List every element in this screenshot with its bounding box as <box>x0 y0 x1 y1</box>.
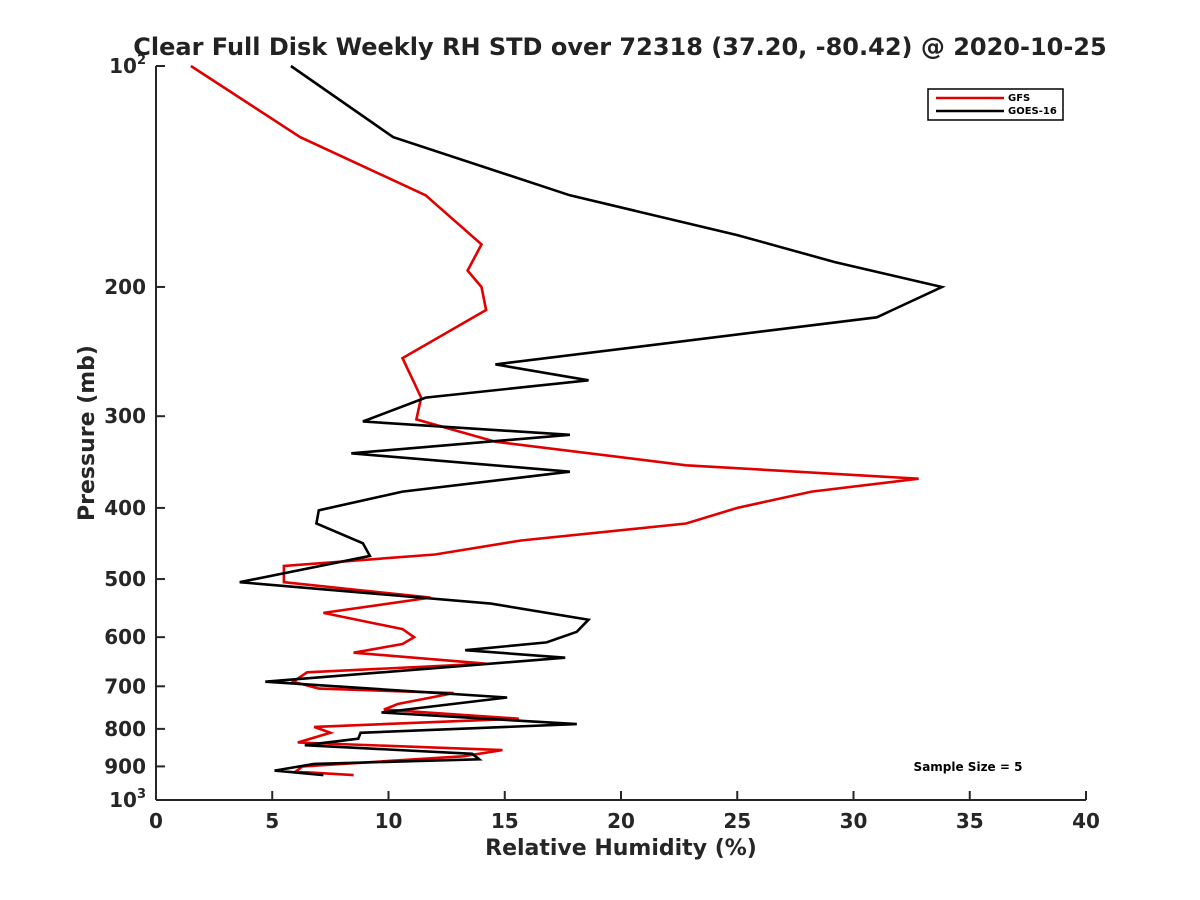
x-tick-label: 15 <box>491 809 519 833</box>
x-tick-label: 35 <box>956 809 984 833</box>
y-tick-label: 200 <box>104 275 146 299</box>
x-tick-label: 5 <box>265 809 279 833</box>
x-tick-label: 20 <box>607 809 635 833</box>
legend-box <box>927 88 1064 121</box>
legend-label-goes-16: GOES-16 <box>1008 106 1057 117</box>
chart-title: Clear Full Disk Weekly RH STD over 72318… <box>133 33 1106 61</box>
series-line-gfs <box>190 64 919 777</box>
x-tick-label: 0 <box>149 809 163 833</box>
y-tick-label: 300 <box>104 404 146 428</box>
y-tick-label: 800 <box>104 717 146 741</box>
y-tick-label: 500 <box>104 567 146 591</box>
y-tick-label: 600 <box>104 625 146 649</box>
y-tick-label: 700 <box>104 674 146 698</box>
x-tick-label: 30 <box>840 809 868 833</box>
x-tick-label: 25 <box>723 809 751 833</box>
y-tick-label: 102 <box>109 53 146 78</box>
x-axis-label: Relative Humidity (%) <box>485 836 757 861</box>
y-tick-label: 900 <box>104 754 146 778</box>
axis-ticks: 0 5 10 15 20 25 30 35 40 102 200 300 400 500 600 700 800… <box>104 53 1100 833</box>
legend: GFS GOES-16 <box>927 88 1064 121</box>
y-axis-label: Pressure (mb) <box>75 345 100 521</box>
series-lines <box>190 64 946 777</box>
legend-label-gfs: GFS <box>1008 93 1030 104</box>
x-tick-label: 40 <box>1072 809 1100 833</box>
sample-size-annotation: Sample Size = 5 <box>914 760 1023 774</box>
x-tick-label: 10 <box>375 809 403 833</box>
y-tick-label: 103 <box>109 787 146 812</box>
y-tick-label: 400 <box>104 496 146 520</box>
series-line-goes-16 <box>239 64 946 777</box>
